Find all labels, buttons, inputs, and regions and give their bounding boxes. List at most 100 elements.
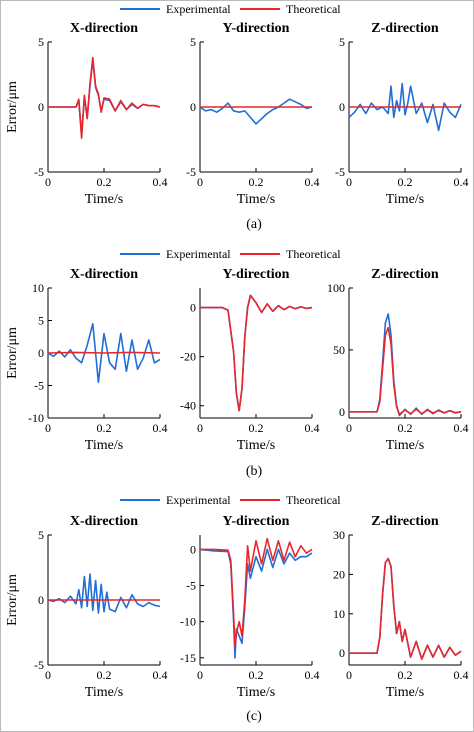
x-tick-label: 0.4 [454,668,469,682]
legend: Experimental Theoretical [120,493,341,507]
series-line-theoretical [200,294,313,412]
x-tick-label: 0 [197,175,203,189]
x-axis-label: Time/s [386,685,424,700]
panel-caption: (c) [246,709,262,724]
series-line-theoretical [349,557,462,660]
x-tick-label: 0.2 [97,668,112,682]
y-axis-label: Error/μm [5,574,20,626]
subplot-title: X-direction [70,21,138,36]
y-axis-label: Error/μm [5,81,20,133]
y-tick-label: -5 [335,165,345,179]
y-tick-label: -5 [186,165,196,179]
chart-group-3: Experimental Theoretical Error/μm (c) X-dire… [5,493,469,724]
y-tick-label: 10 [32,281,44,295]
x-tick-label: 0.4 [454,421,469,435]
x-tick-label: 0.2 [398,175,413,189]
series-line-experimental [199,548,313,659]
y-tick-label: 100 [327,281,345,295]
x-tick-label: 0.4 [305,175,320,189]
legend: Experimental Theoretical [120,2,341,16]
y-tick-label: 10 [333,607,345,621]
subplot-z-direction: Z-direction 0 10 20 30 0 0.2 0.4 Time/s [333,514,469,700]
y-tick-label: -5 [34,658,44,672]
y-tick-label: 0 [38,346,44,360]
x-tick-label: 0.2 [398,421,413,435]
subplot-z-direction: Z-direction 0 50 100 0 0.2 0.4 Time/s [327,267,469,453]
x-axis-label: Time/s [237,685,275,700]
x-tick-label: 0.4 [153,175,168,189]
x-tick-label: 0 [346,175,352,189]
legend-label-experimental: Experimental [166,2,231,16]
y-tick-label: 30 [333,528,345,542]
y-tick-label: 5 [38,528,44,542]
x-axis-label: Time/s [85,438,123,453]
x-tick-label: 0.4 [153,668,168,682]
y-tick-label: 20 [333,567,345,581]
subplot-y-direction: Y-direction -15 -10 -5 0 0 0.2 0.4 Time/s [180,514,320,700]
x-tick-label: 0 [45,421,51,435]
series-line-experimental [47,573,161,614]
y-tick-label: 5 [38,314,44,328]
chart-group-1: Experimental Theoretical Error/μm (a) X-dire… [5,2,469,232]
series-line-experimental [47,322,161,384]
x-tick-label: 0.2 [249,175,264,189]
panel-caption: (b) [246,464,263,479]
subplot-title: Z-direction [371,267,439,282]
x-axis-label: Time/s [386,192,424,207]
series-line-theoretical [349,326,462,416]
legend-label-theoretical: Theoretical [286,2,341,16]
series-line-theoretical [47,351,161,354]
x-axis-label: Time/s [386,438,424,453]
y-tick-label: -20 [180,350,196,364]
series-line-experimental [199,98,313,125]
y-tick-label: -15 [180,651,196,665]
y-tick-label: -5 [34,379,44,393]
legend: Experimental Theoretical [120,247,341,261]
series-line-experimental [200,294,313,412]
x-tick-label: 0.2 [249,421,264,435]
y-tick-label: 0 [339,405,345,419]
y-axis-label: Error/μm [5,327,20,379]
subplot-x-direction: X-direction -10 -5 0 5 10 0 0.2 0.4 Time/s [28,267,168,453]
y-tick-label: 0 [339,646,345,660]
subplot-title: Z-direction [371,514,439,529]
subplot-title: Y-direction [223,514,290,529]
x-tick-label: 0 [45,175,51,189]
chart-group-2: Experimental Theoretical Error/μm (b) X-dire… [5,247,469,479]
y-tick-label: 0 [190,542,196,556]
x-axis-label: Time/s [237,192,275,207]
series-line-experimental [348,82,462,132]
y-tick-label: 5 [38,35,44,49]
y-tick-label: 5 [339,35,345,49]
x-tick-label: 0 [197,421,203,435]
x-tick-label: 0.4 [454,175,469,189]
y-tick-label: 0 [190,100,196,114]
subplot-title: Z-direction [371,21,439,36]
legend-label-experimental: Experimental [166,247,231,261]
x-tick-label: 0 [346,421,352,435]
x-tick-label: 0.2 [398,668,413,682]
y-tick-label: 5 [190,35,196,49]
x-axis-label: Time/s [85,192,123,207]
x-tick-label: 0 [45,668,51,682]
subplot-title: X-direction [70,267,138,282]
y-tick-label: -5 [186,579,196,593]
y-tick-label: 0 [38,100,44,114]
x-tick-label: 0.4 [305,668,320,682]
x-axis-label: Time/s [237,438,275,453]
x-axis-label: Time/s [85,685,123,700]
y-tick-label: -40 [180,399,196,413]
subplot-y-direction: Y-direction -40 -20 0 0 0.2 0.4 Time/s [180,267,320,453]
x-tick-label: 0.4 [305,421,320,435]
panel-caption: (a) [246,217,262,232]
y-tick-label: -5 [34,165,44,179]
x-tick-label: 0.4 [153,421,168,435]
legend-label-experimental: Experimental [166,493,231,507]
y-tick-label: -10 [28,411,44,425]
subplot-title: Y-direction [223,267,290,282]
